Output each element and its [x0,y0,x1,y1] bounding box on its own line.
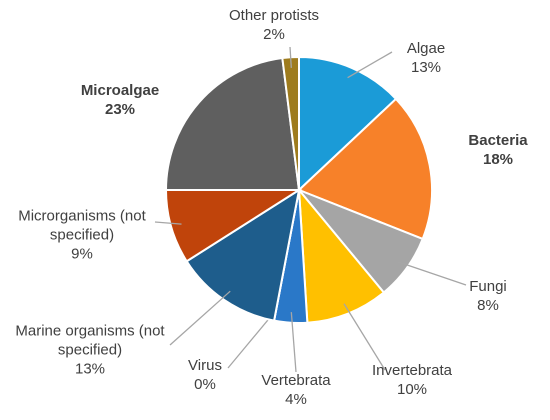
data-label: Virus 0% [188,356,222,394]
value-label: 2% [263,26,285,43]
leader-line [397,261,467,286]
pie-slice [297,186,386,324]
value-label: 0% [194,376,216,393]
category-label: Bacteria [468,132,528,149]
category-label: Vertebrata [261,372,331,389]
data-label: Microalgae 23% [81,81,159,119]
leader-line [289,46,292,68]
data-label: Fungi 8% [469,277,507,315]
category-label: Fungi [469,278,507,295]
leader-line [154,221,182,225]
value-label: 8% [477,297,499,314]
category-label: Marine organisms (not specified) [15,322,165,359]
data-label: Vertebrata 4% [261,371,330,409]
data-label: Algae 13% [407,39,445,77]
data-label: Bacteria 18% [468,131,527,169]
value-label: 9% [71,245,93,263]
pie-slice [297,97,433,241]
data-label: Microrganisms (not specified) 9% [7,207,157,264]
data-label: Marine organisms (not specified) 13% [15,322,165,379]
value-label: 13% [74,360,106,378]
value-label: 10% [396,381,428,398]
category-label: Microrganisms (not specified) [18,207,146,244]
leader-line [347,51,393,79]
data-label: Invertebrata 10% [372,361,452,399]
data-label: Other protists 2% [229,6,319,44]
leader-line [290,312,297,373]
leader-line [169,290,231,346]
category-label: Other protists [228,7,320,24]
category-label: Algae [406,40,446,57]
category-label: Virus [188,357,222,374]
value-label: 18% [482,151,514,168]
pie-slice [185,187,301,322]
value-label: 23% [104,101,136,118]
category-label: Microalgae [80,82,160,99]
leader-line [343,303,386,371]
pie-slice [164,56,301,191]
value-label: 4% [285,391,307,408]
pie-slice [298,55,398,193]
value-label: 13% [410,59,442,76]
category-label: Invertebrata [371,362,453,379]
